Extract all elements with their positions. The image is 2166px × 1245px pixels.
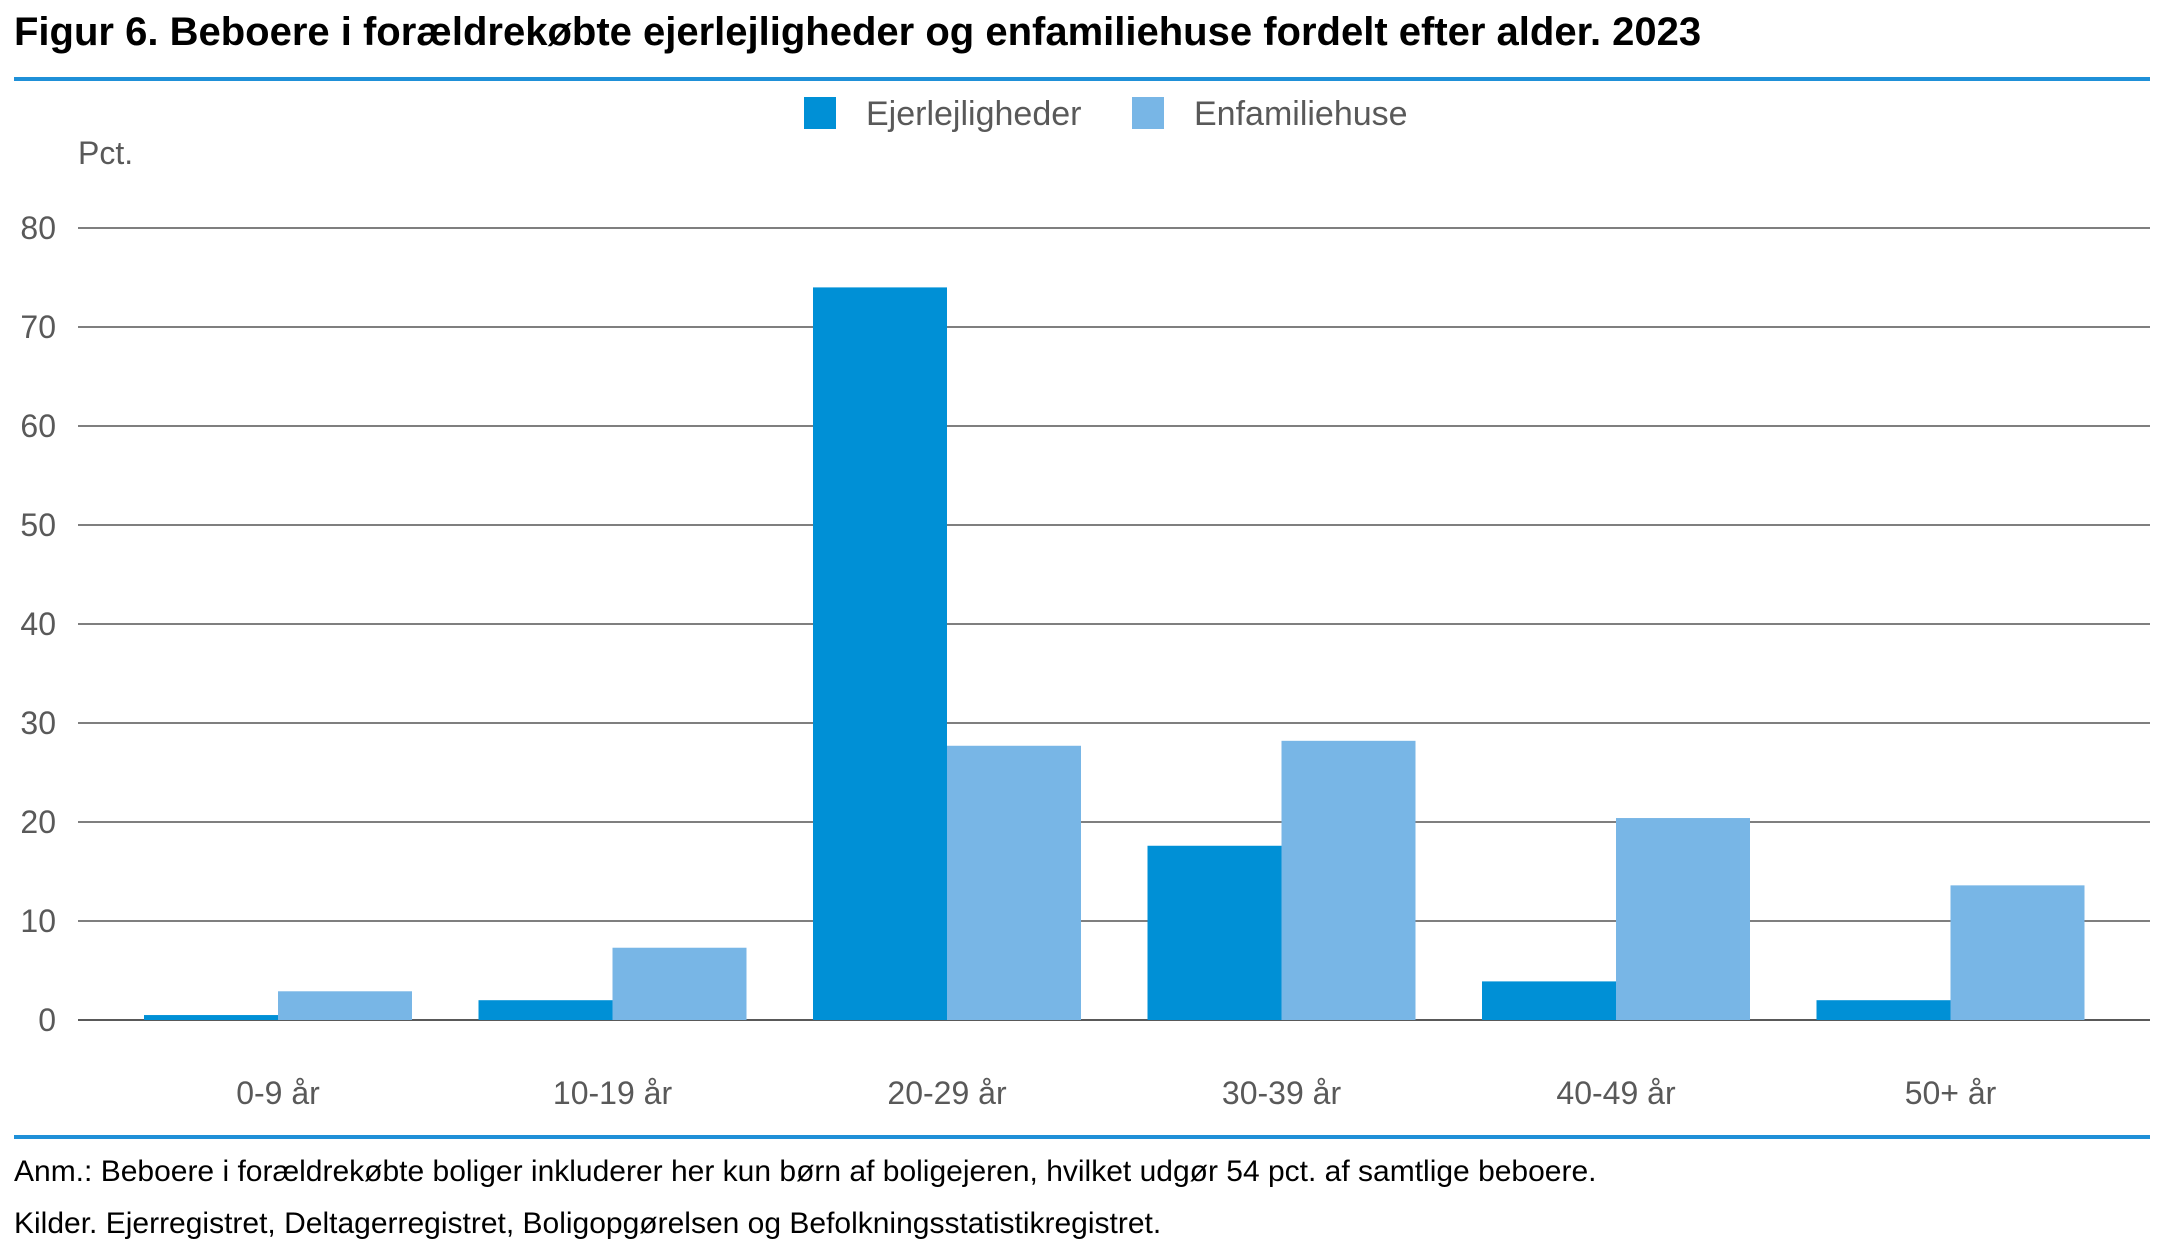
bar-enfamiliehuse [1950, 885, 2085, 1020]
y-tick-label: 70 [20, 309, 56, 345]
x-tick-label: 50+ år [1905, 1075, 1997, 1111]
y-tick-label: 40 [20, 606, 56, 642]
chart-sources: Kilder. Ejerregistret, Deltagerregistret… [14, 1207, 1162, 1240]
legend-swatch [804, 97, 836, 129]
bar-enfamiliehuse [278, 991, 412, 1020]
legend-label: Enfamiliehuse [1194, 95, 1408, 133]
legend-label: Ejerlejligheder [866, 95, 1081, 133]
y-tick-label: 60 [20, 408, 56, 444]
chart-note: Anm.: Beboere i forældrekøbte boliger in… [14, 1155, 1597, 1188]
bar-chart: 0 10 20 30 40 50 60 70 80 0-9 år 10-19 år 20-29 år… [20, 95, 2150, 1111]
bar-ejerlejligheder [1482, 981, 1616, 1020]
y-tick-label: 0 [38, 1002, 56, 1038]
y-tick-label: 80 [20, 210, 56, 246]
top-rule [14, 77, 2150, 81]
bar-ejerlejligheder [478, 1000, 613, 1020]
bar-enfamiliehuse [947, 745, 1081, 1020]
legend-swatch [1132, 97, 1164, 129]
y-axis-ticks: 0 10 20 30 40 50 60 70 80 [20, 210, 56, 1038]
bar-enfamiliehuse [612, 947, 747, 1020]
x-tick-label: 20-29 år [887, 1075, 1007, 1111]
bottom-rule [14, 1135, 2150, 1139]
chart-title: Figur 6. Beboere i forældrekøbte ejerlej… [14, 10, 1702, 54]
y-axis-label: Pct. [78, 135, 133, 171]
bar-ejerlejligheder [813, 287, 947, 1020]
y-tick-label: 30 [20, 705, 56, 741]
legend: Ejerlejligheder Enfamiliehuse [804, 95, 1408, 133]
bar-ejerlejligheder [1816, 1000, 1951, 1020]
y-tick-label: 10 [20, 903, 56, 939]
x-tick-label: 40-49 år [1556, 1075, 1676, 1111]
bar-ejerlejligheder [1147, 845, 1282, 1020]
x-tick-label: 30-39 år [1222, 1075, 1342, 1111]
bar-ejerlejligheder [144, 1015, 278, 1020]
x-tick-label: 10-19 år [553, 1075, 673, 1111]
bar-enfamiliehuse [1281, 740, 1416, 1020]
x-axis-ticks: 0-9 år 10-19 år 20-29 år 30-39 år 40-49 år 50… [236, 1075, 1996, 1111]
gridlines [78, 227, 2150, 1021]
bar-enfamiliehuse [1616, 818, 1750, 1020]
y-tick-label: 20 [20, 804, 56, 840]
y-tick-label: 50 [20, 507, 56, 543]
x-tick-label: 0-9 år [236, 1075, 320, 1111]
bars [144, 287, 2085, 1020]
